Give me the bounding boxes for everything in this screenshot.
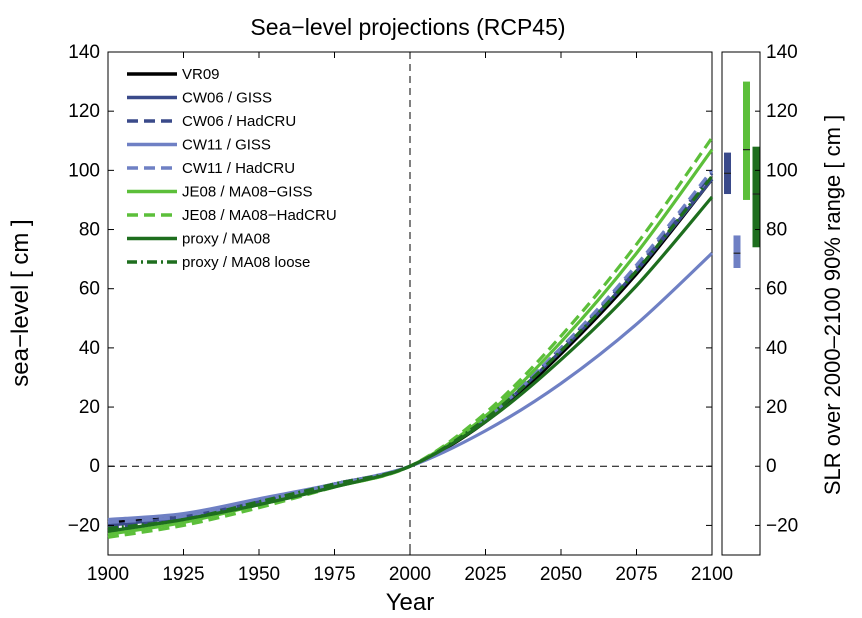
range-bar (752, 146, 760, 248)
legend-entry: VR09 (182, 66, 220, 83)
x-tick-label: 1975 (313, 564, 355, 585)
x-axis: 1900 1925 1950 1975 2000 2025 2050 2075 2100 (87, 52, 733, 585)
legend: VR09 CW06 / GISS CW06 / HadCRU CW11 / GISS C… (127, 66, 337, 271)
y-tick-label: 40 (79, 338, 100, 359)
y-tick-label: 80 (79, 220, 100, 241)
y-axis-title: sea−level [ cm ] (7, 219, 34, 386)
x-tick-label: 2075 (615, 564, 657, 585)
right-y-tick-label: 120 (766, 101, 798, 122)
legend-entry: proxy / MA08 (182, 231, 270, 248)
chart-title: Sea−level projections (RCP45) (250, 14, 565, 40)
series-line-8 (107, 175, 714, 530)
legend-entry: proxy / MA08 loose (182, 254, 310, 271)
y-tick-label: 140 (68, 42, 100, 63)
range-bars (724, 81, 760, 268)
legend-entry: CW06 / HadCRU (182, 113, 296, 130)
x-tick-label: 2100 (691, 564, 733, 585)
legend-entry: JE08 / MA08−HadCRU (182, 207, 337, 224)
series-layer (107, 136, 714, 539)
right-y-tick-label: −20 (766, 515, 798, 536)
x-tick-label: 1900 (87, 564, 129, 585)
legend-entry: JE08 / MA08−GISS (182, 184, 312, 201)
y-tick-label: 120 (68, 101, 100, 122)
x-tick-label: 1950 (238, 564, 280, 585)
y-tick-label: −20 (68, 515, 100, 536)
y-tick-label: 60 (79, 279, 100, 300)
right-y-tick-label: 100 (766, 160, 798, 181)
x-tick-label: 1925 (162, 564, 204, 585)
right-y-axis-title: SLR over 2000–2100 90% range [ cm ] (820, 115, 845, 495)
range-panel: −20 0 20 40 60 80 100 120 140 (721, 42, 798, 556)
range-bar (733, 235, 741, 268)
y-tick-label: 0 (89, 456, 100, 477)
series-line-6 (107, 136, 714, 539)
x-tick-label: 2000 (389, 564, 431, 585)
right-y-tick-label: 20 (766, 397, 787, 418)
range-panel-frame (721, 51, 761, 556)
right-y-tick-label: 40 (766, 338, 787, 359)
x-tick-label: 2025 (464, 564, 506, 585)
main-plot-area: 1900 1925 1950 1975 2000 2025 2050 2075 2100 −20… (68, 42, 733, 585)
x-axis-title: Year (386, 589, 435, 616)
x-tick-label: 2050 (540, 564, 582, 585)
legend-entry: CW11 / HadCRU (182, 160, 295, 177)
legend-entry: CW06 / GISS (182, 90, 272, 107)
y-axis: −20 0 20 40 60 80 100 120 140 (68, 42, 712, 536)
y-tick-label: 100 (68, 160, 100, 181)
legend-entry: CW11 / GISS (182, 137, 271, 154)
y-tick-label: 20 (79, 397, 100, 418)
right-y-tick-label: 140 (766, 42, 798, 63)
right-y-tick-label: 80 (766, 220, 787, 241)
right-y-tick-label: 60 (766, 279, 787, 300)
range-bar (743, 81, 750, 200)
right-y-tick-label: 0 (766, 456, 777, 477)
right-y-axis: −20 0 20 40 60 80 100 120 140 (755, 42, 798, 536)
